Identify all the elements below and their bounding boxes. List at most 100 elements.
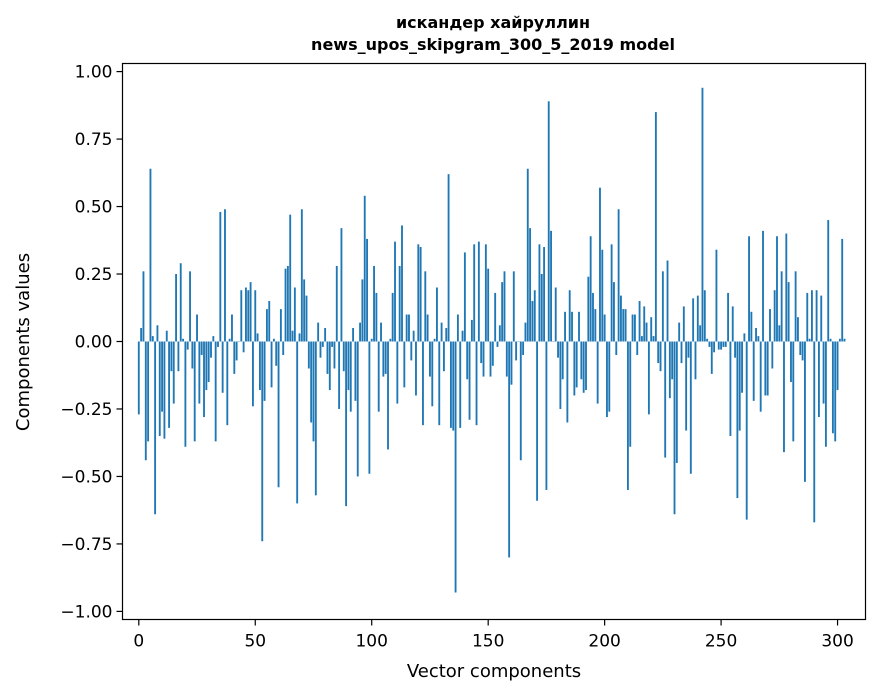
bar-150 (487, 268, 490, 342)
bar-144 (473, 244, 476, 342)
bar-274 (776, 236, 778, 342)
bar-238 (692, 298, 695, 342)
bar-60 (277, 341, 280, 488)
bar-169 (531, 301, 534, 342)
x-tick-label: 250 (705, 632, 737, 652)
bar-52 (258, 341, 261, 391)
bar-62 (282, 341, 285, 355)
bar-210 (626, 341, 629, 490)
bar-287 (806, 292, 809, 342)
bar-172 (538, 244, 541, 342)
bar-170 (533, 290, 536, 342)
bar-202 (608, 341, 611, 412)
bar-83 (331, 341, 334, 347)
bar-171 (536, 341, 539, 501)
bar-89 (345, 341, 348, 507)
bar-61 (279, 309, 282, 342)
bar-286 (804, 341, 806, 482)
bar-195 (592, 292, 594, 342)
chart-title-line2: news_upos_skipgram_300_5_2019 model (311, 35, 675, 54)
bar-221 (652, 336, 655, 342)
bar-182 (561, 341, 564, 380)
bar-68 (296, 341, 299, 504)
bar-63 (284, 268, 287, 342)
bar-164 (519, 341, 522, 461)
bar-130 (440, 322, 443, 342)
bar-79 (321, 341, 324, 347)
bar-51 (256, 333, 259, 342)
bar-1 (140, 328, 143, 342)
x-tick-label: 100 (355, 632, 387, 652)
bar-98 (366, 238, 368, 342)
bar-291 (815, 290, 818, 342)
bar-31 (210, 341, 212, 358)
bar-179 (554, 287, 557, 342)
bar-45 (242, 341, 245, 353)
bar-270 (766, 341, 769, 396)
bar-215 (638, 301, 641, 342)
bar-88 (342, 341, 345, 372)
x-axis-ticks: 0 50 100 150 200 250 300 (133, 619, 854, 652)
bar-48 (249, 282, 252, 342)
bar-187 (573, 341, 576, 396)
bar-49 (252, 341, 254, 407)
bar-245 (708, 341, 711, 347)
bar-70 (300, 209, 303, 342)
bar-234 (682, 306, 685, 342)
bar-275 (778, 325, 781, 342)
bar-26 (198, 341, 201, 404)
bar-224 (659, 341, 662, 372)
bar-19 (182, 338, 184, 342)
bar-91 (349, 341, 352, 412)
bar-103 (377, 341, 380, 412)
bar-18 (179, 263, 182, 342)
bar-167 (526, 168, 529, 342)
bar-282 (794, 271, 797, 342)
bar-120 (417, 244, 420, 342)
bar-157 (503, 271, 506, 342)
bar-90 (347, 341, 350, 391)
bar-298 (831, 341, 834, 434)
bar-278 (785, 233, 788, 342)
bar-34 (217, 341, 219, 347)
bar-136 (454, 341, 457, 593)
bar-44 (240, 290, 243, 342)
y-axis-ticks: 1.00 0.75 0.50 0.25 0.00 −0.25 −0.50 −0.75 −1.00 (60, 63, 123, 622)
bar-77 (317, 322, 320, 342)
bar-81 (326, 341, 329, 374)
bar-176 (547, 101, 550, 342)
bar-58 (272, 338, 275, 342)
bar-292 (817, 341, 820, 418)
bar-11 (163, 341, 166, 439)
bar-148 (482, 341, 485, 377)
bar-181 (559, 341, 562, 409)
bar-32 (212, 336, 215, 342)
bar-156 (501, 282, 504, 342)
bar-23 (191, 341, 194, 369)
bar-192 (585, 341, 587, 391)
bar-84 (333, 341, 336, 369)
bar-290 (813, 341, 816, 523)
bar-110 (394, 241, 396, 342)
bar-280 (790, 341, 792, 382)
bar-252 (724, 341, 727, 347)
bar-73 (307, 341, 310, 369)
bar-294 (822, 341, 825, 404)
bar-0 (137, 341, 140, 415)
bar-124 (426, 314, 429, 342)
bar-16 (175, 274, 177, 342)
bar-197 (596, 341, 599, 404)
bar-237 (689, 341, 692, 474)
bar-267 (759, 341, 762, 412)
bar-76 (314, 341, 317, 496)
bar-138 (459, 341, 462, 428)
bar-201 (606, 341, 608, 418)
bar-303 (843, 338, 846, 342)
bar-17 (177, 341, 180, 372)
bar-46 (245, 287, 247, 342)
y-tick-label: 0.00 (75, 333, 113, 353)
y-tick-label: −0.25 (60, 400, 112, 420)
bar-111 (396, 341, 399, 404)
bar-21 (186, 341, 189, 350)
